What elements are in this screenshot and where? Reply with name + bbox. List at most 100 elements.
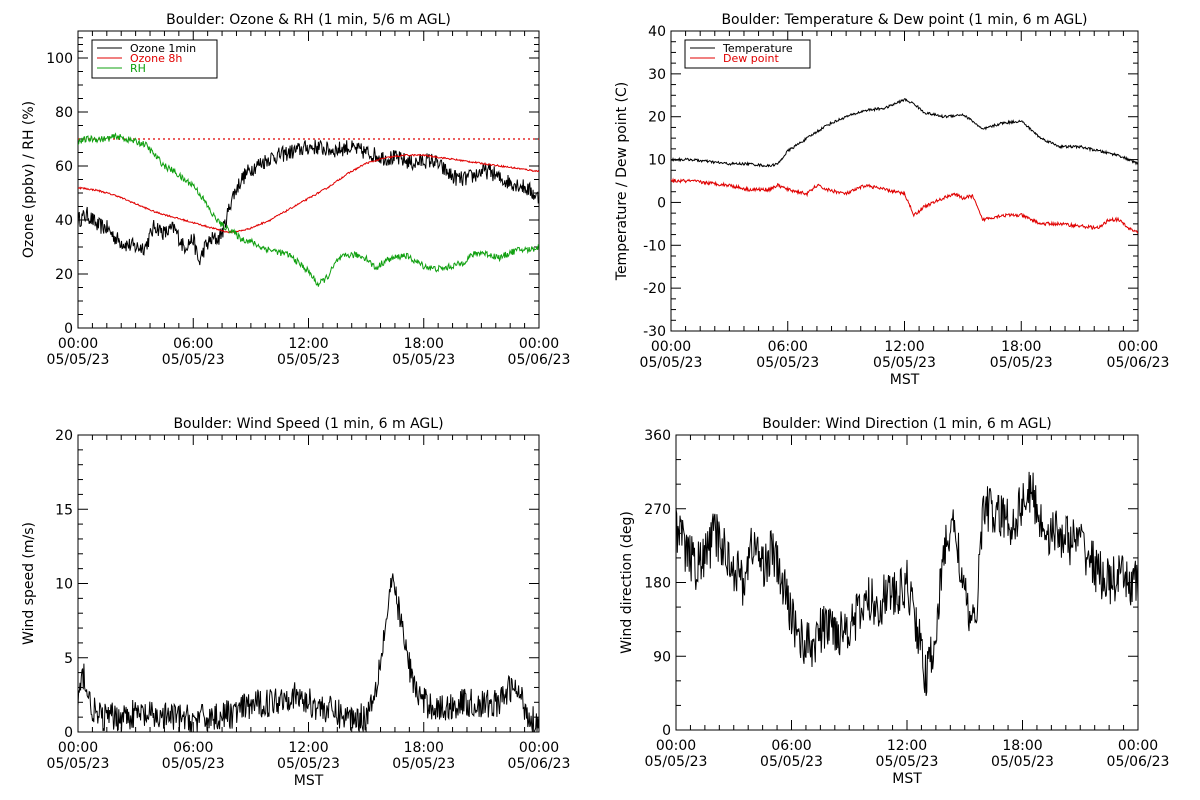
x-tick-label-date: 05/06/23 [1107,754,1170,770]
x-tick-label-date: 05/05/23 [47,352,110,368]
legend-label: Dew point [723,52,779,65]
x-tick-label-date: 05/05/23 [756,355,819,371]
y-tick-label: -30 [643,324,666,340]
plot-area [676,471,1138,696]
x-tick-label-date: 05/05/23 [162,352,225,368]
chart-title: Boulder: Wind Direction (1 min, 6 m AGL) [762,416,1051,432]
y-axis-label: Wind speed (m/s) [21,522,37,645]
y-tick-label: 80 [55,105,73,121]
x-tick-label-date: 05/05/23 [760,754,823,770]
plot-area [78,132,539,287]
y-tick-label: 270 [644,502,671,518]
legend-box [684,39,811,69]
x-tick-label-time: 12:00 [884,339,924,355]
x-tick-label-time: 06:00 [173,336,213,352]
x-tick-label-date: 05/06/23 [508,756,571,772]
x-tick-label-time: 00:00 [58,740,98,756]
y-tick-label: 40 [648,24,666,40]
y-tick-label: 40 [55,213,73,229]
y-tick-label: -20 [643,281,666,297]
x-tick-label-time: 18:00 [1001,339,1041,355]
series-line-rh [78,132,539,287]
series-line-ozone-1min [78,139,539,266]
x-tick-label-time: 18:00 [404,336,444,352]
x-tick-label-date: 05/05/23 [991,754,1054,770]
chart-panel-1: Boulder: Ozone & RH (1 min, 5/6 m AGL)00… [21,12,570,368]
series-line-wind-direction [676,471,1138,696]
plot-frame [77,434,540,733]
x-tick-label-date: 05/05/23 [873,355,936,371]
x-axis-label: MST [892,771,922,787]
chart-panel-2: Boulder: Temperature & Dew point (1 min,… [614,12,1169,388]
chart-title: Boulder: Ozone & RH (1 min, 5/6 m AGL) [166,12,451,28]
plot-frame [670,30,1139,332]
x-tick-label-time: 12:00 [288,740,328,756]
y-axis-label: Ozone (ppbv) / RH (%) [21,101,37,258]
x-tick-label-time: 00:00 [519,336,559,352]
y-tick-label: 10 [648,153,666,169]
y-tick-label: 180 [644,576,671,592]
x-tick-label-time: 12:00 [887,738,927,754]
series-line-dew-point [671,177,1138,234]
y-tick-label: 0 [64,321,73,337]
y-tick-label: 30 [648,67,666,83]
series-line-ozone-8h [78,153,539,234]
y-tick-label: 0 [662,723,671,739]
y-tick-label: 10 [55,577,73,593]
x-tick-label-time: 06:00 [173,740,213,756]
series-line-wind-speed [78,573,539,732]
plot-area [78,573,539,732]
y-tick-label: 20 [55,428,73,444]
x-tick-label-date: 05/06/23 [508,352,571,368]
series-line-temperature [671,98,1138,168]
x-tick-label-date: 05/06/23 [1107,355,1170,371]
y-tick-label: 100 [46,51,73,67]
chart-panel-4: Boulder: Wind Direction (1 min, 6 m AGL)… [619,416,1169,787]
y-tick-label: 20 [55,267,73,283]
x-tick-label-date: 05/05/23 [645,754,708,770]
x-tick-label-date: 05/05/23 [392,352,455,368]
legend-label: Temperature [722,42,793,55]
x-tick-label-date: 05/05/23 [162,756,225,772]
x-tick-label-time: 00:00 [58,336,98,352]
x-tick-label-time: 18:00 [404,740,444,756]
y-axis-label: Wind direction (deg) [619,511,635,654]
y-tick-label: -10 [643,238,666,254]
y-tick-label: 5 [64,651,73,667]
y-tick-label: 20 [648,110,666,126]
x-tick-label-time: 00:00 [519,740,559,756]
plot-area [671,98,1138,234]
x-tick-label-date: 05/05/23 [990,355,1053,371]
x-tick-label-time: 06:00 [771,738,811,754]
x-tick-label-date: 05/05/23 [876,754,939,770]
chart-panel-3: Boulder: Wind Speed (1 min, 6 m AGL) 00:0… [21,416,570,789]
y-tick-label: 15 [55,502,73,518]
x-tick-label-time: 12:00 [288,336,328,352]
legend-box [91,39,218,79]
chart-title: Boulder: Temperature & Dew point (1 min,… [721,12,1087,28]
x-tick-label-time: 00:00 [651,339,691,355]
y-tick-label: 60 [55,159,73,175]
x-tick-label-time: 00:00 [1118,738,1158,754]
legend-label: Ozone 1min [130,42,196,55]
chart-title: Boulder: Wind Speed (1 min, 6 m AGL) [173,416,443,432]
legend-label: RH [130,62,146,75]
legend-label: Ozone 8h [130,52,182,65]
x-tick-label-time: 00:00 [656,738,696,754]
x-tick-label-date: 05/05/23 [392,756,455,772]
x-tick-label-time: 18:00 [1002,738,1042,754]
y-axis-label: Temperature / Dew point (C) [614,82,630,281]
x-tick-label-date: 05/05/23 [277,756,340,772]
x-tick-label-date: 05/05/23 [640,355,703,371]
x-tick-label-date: 05/05/23 [277,352,340,368]
y-tick-label: 0 [64,725,73,741]
x-tick-label-time: 06:00 [768,339,808,355]
x-axis-label: MST [890,372,920,388]
x-tick-label-time: 00:00 [1118,339,1158,355]
x-axis-label: MST [294,773,324,789]
y-tick-label: 90 [653,649,671,665]
y-tick-label: 0 [657,195,666,211]
